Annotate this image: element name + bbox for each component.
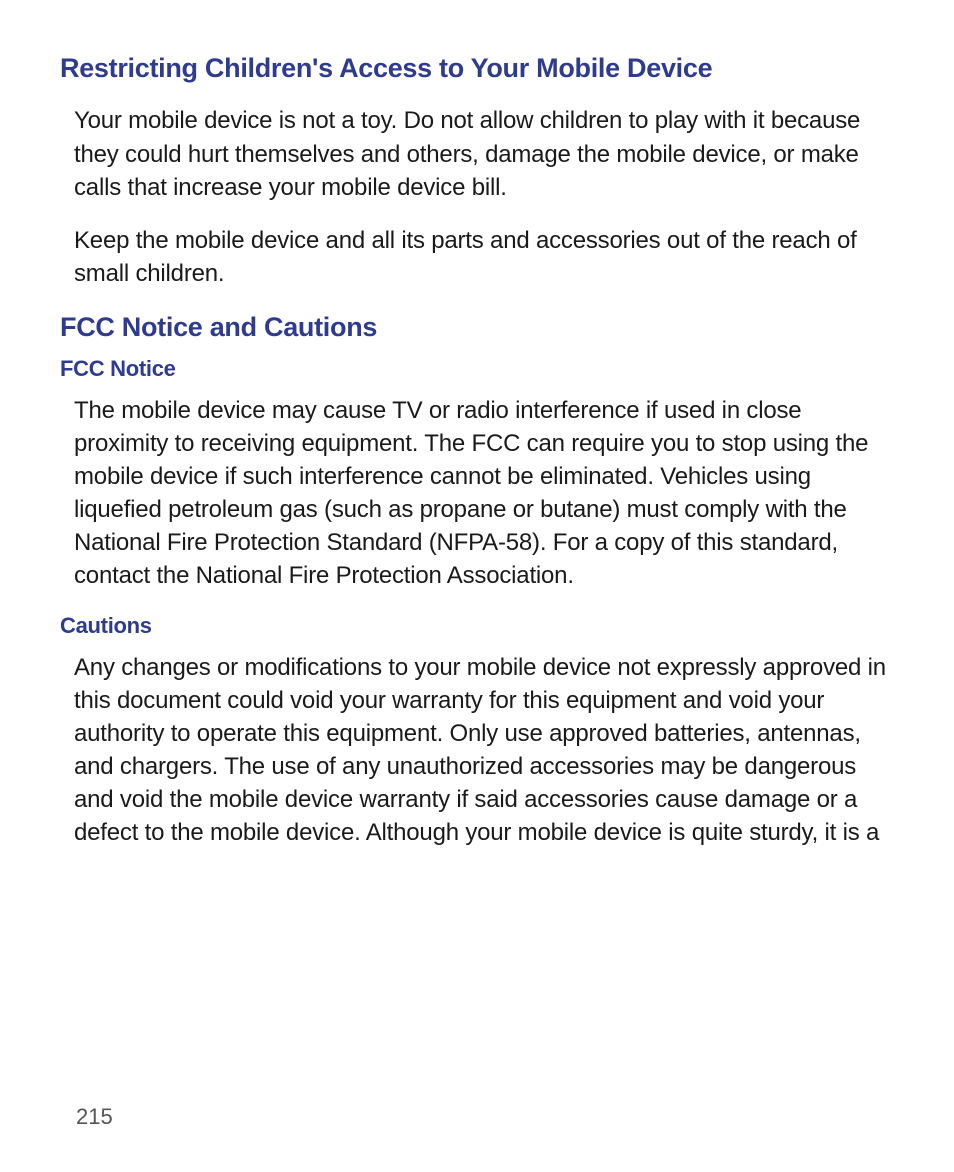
body-paragraph: The mobile device may cause TV or radio … xyxy=(60,394,894,593)
subsection-heading-fcc-notice: FCC Notice xyxy=(60,355,894,384)
body-paragraph: Any changes or modifications to your mob… xyxy=(60,651,894,850)
subsection-heading-cautions: Cautions xyxy=(60,612,894,641)
page-number: 215 xyxy=(76,1104,113,1130)
body-paragraph: Your mobile device is not a toy. Do not … xyxy=(60,104,894,203)
body-paragraph: Keep the mobile device and all its parts… xyxy=(60,224,894,290)
section-heading-children-access: Restricting Children's Access to Your Mo… xyxy=(60,50,894,86)
section-heading-fcc: FCC Notice and Cautions xyxy=(60,310,894,345)
